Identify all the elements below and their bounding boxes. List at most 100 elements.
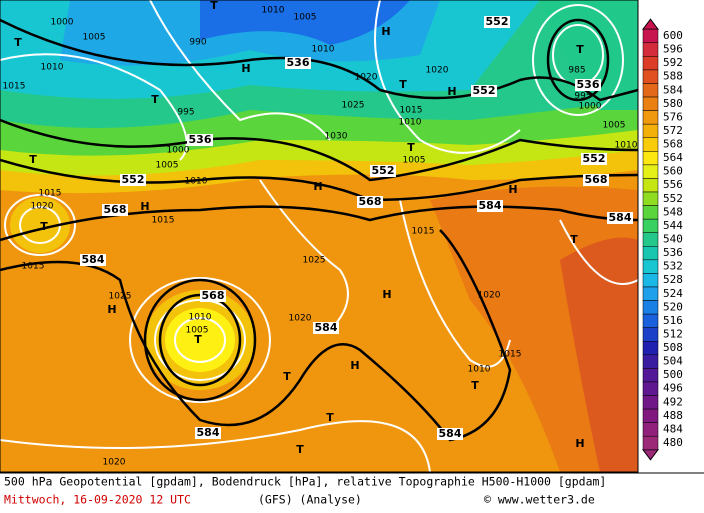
pressure-label: 1010 [189, 313, 212, 323]
pressure-label: 1015 [400, 106, 423, 116]
pressure-center: H [447, 85, 456, 98]
caption: 500 hPa Geopotential [gpdam], Bodendruck… [4, 475, 606, 489]
colorbar-label: 592 [663, 56, 683, 69]
pressure-label: 1020 [426, 66, 449, 76]
pressure-center: H [382, 288, 391, 301]
colorbar-label: 572 [663, 124, 683, 137]
pressure-label: 1010 [312, 45, 335, 55]
colorbar-label: 500 [663, 368, 683, 381]
height-label-bg [471, 85, 497, 97]
height-label: 552 [122, 173, 145, 186]
height-label-bg [575, 79, 601, 91]
colorbar-swatch [642, 28, 659, 44]
height-label: 584 [439, 427, 462, 440]
colorbar-label: 484 [663, 422, 683, 435]
height-label-bg [370, 165, 396, 177]
height-label: 568 [359, 195, 382, 208]
isobars [0, 0, 638, 472]
height-label-bg [187, 134, 213, 146]
colorbar-swatch [642, 273, 659, 288]
colorbar-swatch [642, 395, 659, 410]
colorbar-swatch [642, 408, 659, 423]
pressure-label: 1010 [41, 63, 64, 73]
height-label: 584 [197, 426, 220, 439]
pressure-label: 1005 [403, 156, 426, 166]
pressure-center: T [407, 141, 415, 154]
pressure-label: 1005 [186, 326, 209, 336]
colorbar-label: 552 [663, 192, 683, 205]
pressure-center: H [313, 180, 322, 193]
height-label-bg [102, 204, 128, 216]
pressure-center: H [508, 183, 517, 196]
colorbar-swatch [642, 164, 659, 179]
colorbar-swatch [642, 69, 659, 84]
colorbar-swatch [642, 341, 659, 356]
colorbar-swatch [642, 137, 659, 152]
map-frame [0, 0, 639, 473]
colorbar-label: 556 [663, 178, 683, 191]
pressure-label: 985 [568, 66, 585, 76]
height-label-bg [80, 254, 106, 266]
pressure-center: T [326, 411, 334, 424]
colorbar-label: 508 [663, 341, 683, 354]
pressure-label: 1010 [185, 177, 208, 187]
pressure-label: 1000 [167, 146, 190, 156]
pressure-center: H [575, 437, 584, 450]
colorbar-swatch [642, 205, 659, 220]
colorbar-label: 504 [663, 355, 683, 368]
colorbar-label: 560 [663, 165, 683, 178]
model: (GFS) (Analyse) [258, 493, 362, 507]
height-label-bg [477, 200, 503, 212]
source: © www.wetter3.de [484, 493, 595, 507]
colorbar-swatch [642, 96, 659, 111]
pressure-center: T [151, 93, 159, 106]
colorbar-swatch [642, 354, 659, 369]
colorbar-swatch [642, 286, 659, 301]
height-label: 584 [609, 211, 632, 224]
height-label-bg [484, 16, 510, 28]
colorbar-label: 520 [663, 300, 683, 313]
colorbar-swatch [642, 313, 659, 328]
height-label: 568 [104, 203, 127, 216]
colorbar-label: 544 [663, 219, 683, 232]
height-label-bg [607, 212, 633, 224]
pressure-label: 1020 [478, 291, 501, 301]
date: Mittwoch, 16-09-2020 12 UTC [4, 493, 191, 507]
height-label: 552 [583, 152, 606, 165]
colorbar-swatch [642, 151, 659, 166]
colorbar-swatch [642, 368, 659, 383]
colorbar-label: 536 [663, 246, 683, 259]
height-label: 536 [577, 78, 600, 91]
colorbar-label: 488 [663, 409, 683, 422]
pressure-label: 990 [189, 38, 206, 48]
height-label-bg [581, 153, 607, 165]
pressure-label: 995 [574, 92, 591, 102]
pressure-label: 1010 [615, 141, 638, 151]
colorbar-label: 548 [663, 205, 683, 218]
colorbar-label: 512 [663, 327, 683, 340]
pressure-label: 1015 [39, 189, 62, 199]
colorbar-swatch [642, 218, 659, 233]
pressure-center: T [40, 220, 48, 233]
colorbar-swatch [642, 110, 659, 125]
map [0, 0, 638, 472]
colorbar-swatch [642, 83, 659, 98]
pressure-label: 1000 [579, 102, 602, 112]
pressure-center: T [29, 153, 37, 166]
pressure-label: 1020 [31, 202, 54, 212]
colorbar-label: 600 [663, 29, 683, 42]
pressure-center: H [140, 200, 149, 213]
colorbar-label: 568 [663, 138, 683, 151]
colorbar-swatch [642, 327, 659, 342]
colorbar-label: 492 [663, 395, 683, 408]
height-label-bg [357, 196, 383, 208]
height-label: 568 [202, 289, 225, 302]
colorbar-label: 596 [663, 43, 683, 56]
pressure-label: 1025 [109, 292, 132, 302]
height-label-bg [285, 57, 311, 69]
colorbar-label: 540 [663, 233, 683, 246]
colorbar-label: 524 [663, 287, 683, 300]
colorbar-arrow-top [642, 18, 659, 30]
